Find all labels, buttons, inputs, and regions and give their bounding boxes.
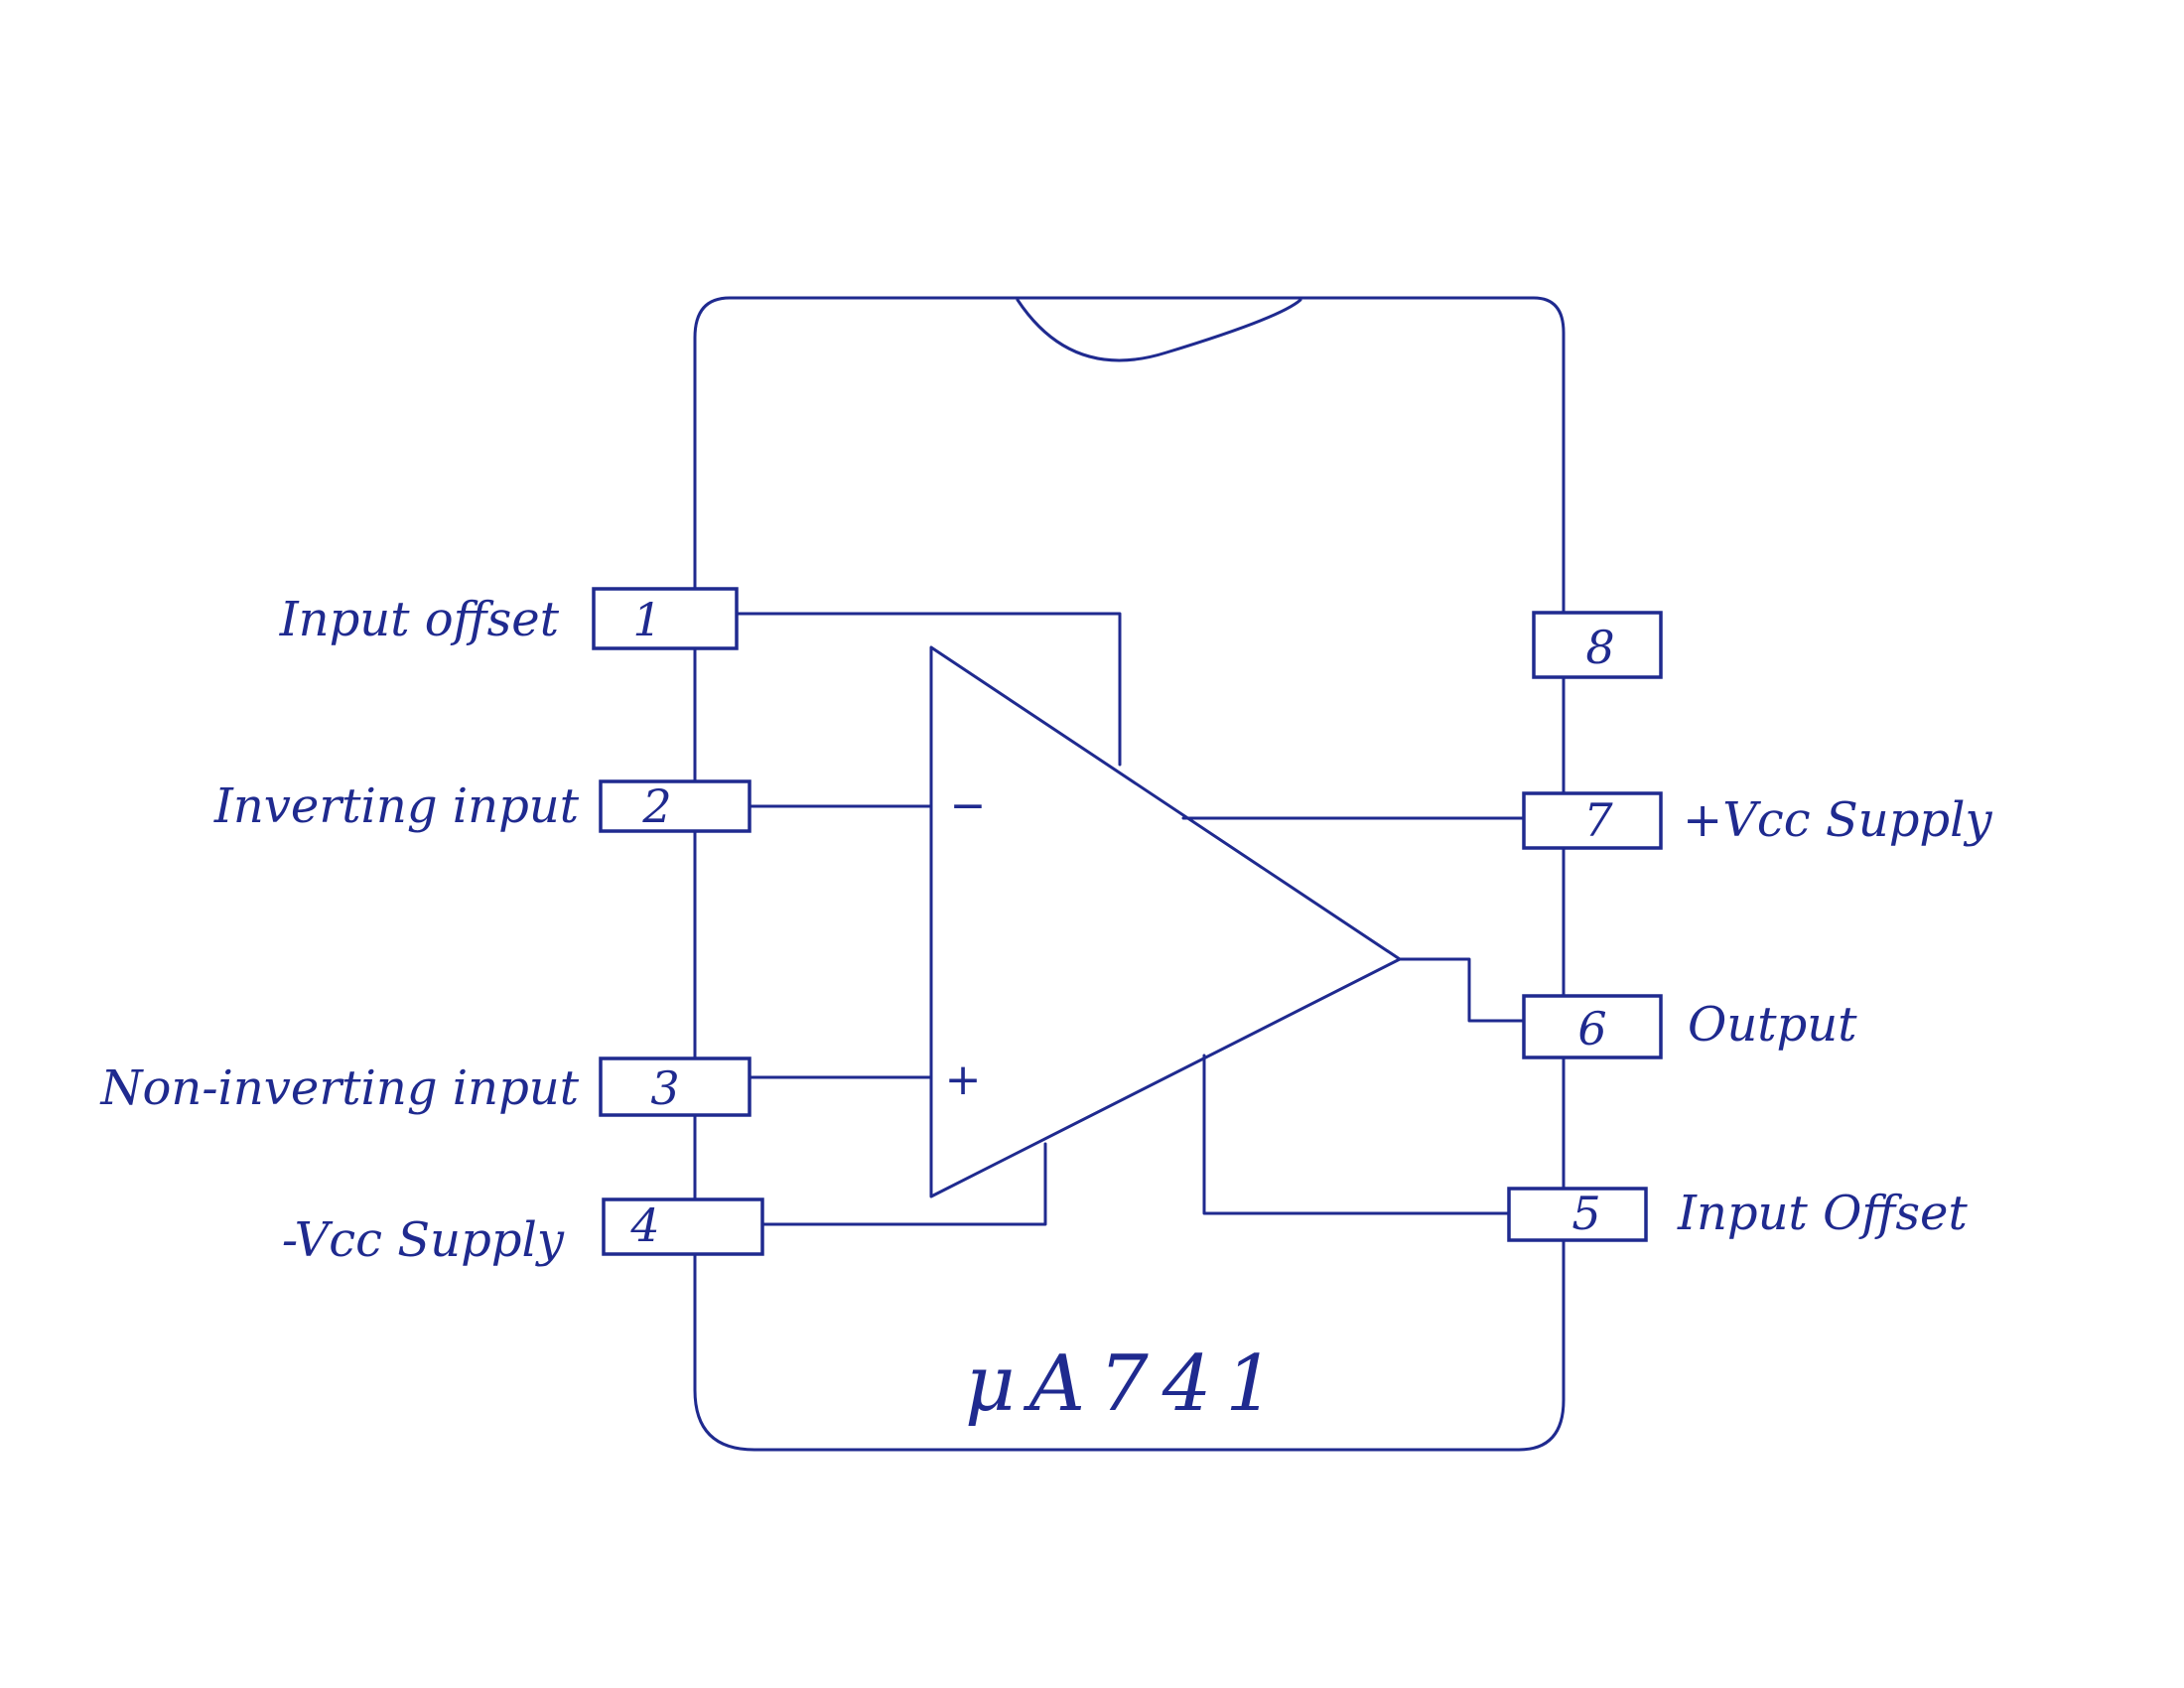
pin-5: 5 Input Offset bbox=[1507, 1186, 1968, 1242]
pin-2-number: 2 bbox=[641, 779, 671, 833]
pin-6: 6 Output bbox=[1522, 994, 1857, 1059]
pin-1-number: 1 bbox=[632, 593, 661, 646]
ic-package-notch bbox=[1016, 298, 1302, 362]
pin-4-box bbox=[602, 1197, 764, 1256]
pin-1: 1 Input offset bbox=[279, 587, 739, 650]
pin-7-label: +Vcc Supply bbox=[1683, 792, 1993, 848]
pin-3: 3 Non-inverting input bbox=[100, 1056, 751, 1117]
wire-pin1-offset bbox=[735, 612, 1122, 767]
wire-pin5-offset bbox=[1202, 1054, 1511, 1215]
pin-5-number: 5 bbox=[1571, 1187, 1600, 1240]
pin-3-box bbox=[599, 1056, 751, 1117]
chip-name: μA741 bbox=[965, 1339, 1289, 1429]
ic-package-outline bbox=[693, 296, 1566, 1452]
pin-8: 8 bbox=[1532, 611, 1663, 679]
pin-6-box bbox=[1522, 994, 1663, 1059]
pin-2-box bbox=[599, 779, 751, 833]
wire-pin4-negative-supply bbox=[760, 1142, 1047, 1226]
pin-5-label: Input Offset bbox=[1677, 1186, 1968, 1241]
inverting-sign: − bbox=[950, 780, 987, 831]
pin-3-number: 3 bbox=[650, 1061, 679, 1115]
wire-pin6-output bbox=[1398, 957, 1526, 1023]
pin-4-number: 4 bbox=[629, 1198, 659, 1252]
pin-2-label: Inverting input bbox=[213, 778, 580, 834]
noninverting-sign: + bbox=[945, 1055, 982, 1105]
pin-1-label: Input offset bbox=[279, 592, 560, 647]
pin-7: 7 +Vcc Supply bbox=[1522, 791, 1993, 850]
pin-8-box bbox=[1532, 611, 1663, 679]
pin-6-number: 6 bbox=[1577, 1002, 1606, 1055]
pin-1-box bbox=[592, 587, 739, 650]
pin-2: 2 Inverting input bbox=[213, 778, 751, 834]
pin-4: 4 -Vcc Supply bbox=[282, 1197, 764, 1268]
pin-7-box bbox=[1522, 791, 1663, 850]
pin-8-number: 8 bbox=[1585, 621, 1614, 674]
pin-3-label: Non-inverting input bbox=[100, 1060, 580, 1116]
pin-6-label: Output bbox=[1688, 997, 1857, 1053]
opamp-triangle bbox=[929, 645, 1402, 1198]
pin-4-label: -Vcc Supply bbox=[282, 1212, 565, 1268]
pin-7-number: 7 bbox=[1583, 793, 1613, 847]
pin-5-box bbox=[1507, 1187, 1648, 1242]
